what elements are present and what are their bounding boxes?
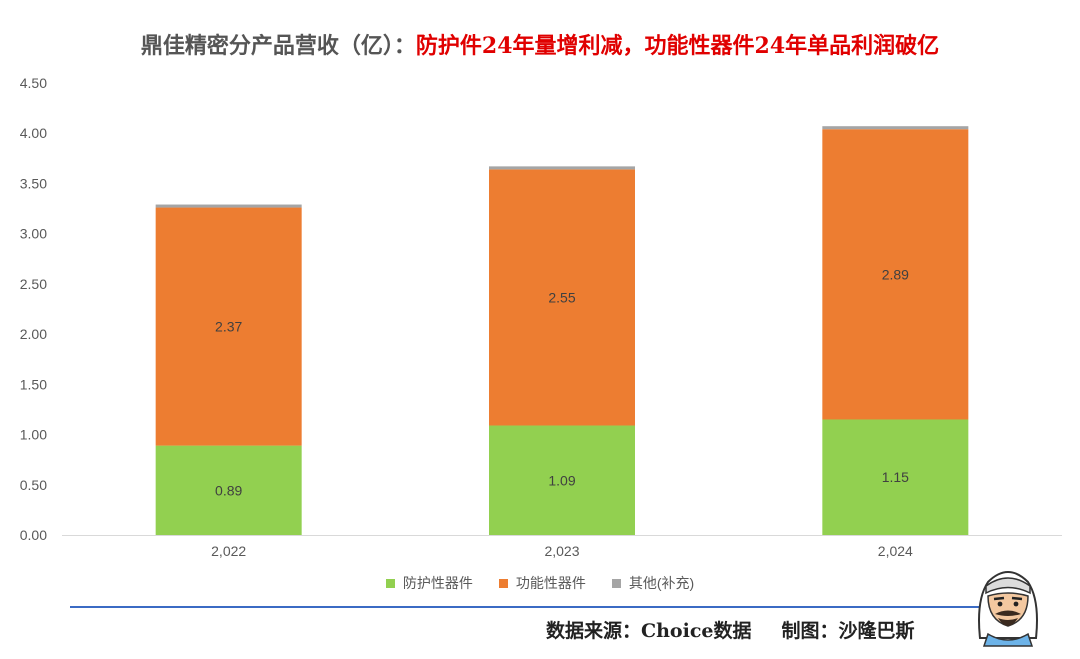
legend-swatch	[498, 578, 508, 588]
bar-segment	[489, 166, 635, 170]
legend-label: 功能性器件	[515, 575, 586, 591]
bar-segment	[155, 204, 302, 208]
chart-title-highlight: 防护件24年量增利减，功能性器件24年单品利润破亿	[415, 33, 940, 59]
footer-divider	[70, 606, 980, 608]
bar-segment	[155, 445, 302, 535]
y-tick-label: 4.00	[20, 125, 47, 141]
y-tick-label: 0.00	[20, 527, 47, 543]
y-tick-label: 4.50	[20, 75, 47, 91]
chart-title: 鼎佳精密分产品营收（亿）：防护件24年量增利减，功能性器件24年单品利润破亿	[0, 28, 1080, 60]
bar-segment	[489, 169, 635, 426]
bar-segment	[822, 129, 969, 420]
bar-segment	[155, 207, 302, 446]
legend-item: 防护性器件	[385, 573, 473, 593]
data-label: 1.15	[882, 469, 909, 485]
bar-segment	[822, 419, 969, 535]
stacked-bar-chart: 0.00 0.50 1.00 1.50 2.00 2.50 3.00 3.50 4.00 4.50…	[20, 75, 1062, 559]
bar-segment	[822, 126, 969, 130]
data-label: 2.55	[548, 289, 575, 305]
bar-group: 0.89 2.37 1.09 2.55 1.15 2.89	[155, 126, 969, 535]
y-tick-label: 1.00	[20, 427, 47, 443]
x-axis: 2,022 2,023 2,024	[62, 535, 1062, 559]
mascot-avatar	[978, 571, 1038, 647]
y-tick-label: 2.00	[20, 326, 47, 342]
bar-segment	[489, 425, 635, 535]
legend-label: 防护性器件	[402, 575, 473, 591]
y-tick-label: 1.50	[20, 376, 47, 392]
data-label: 2.37	[215, 319, 242, 335]
data-label: 0.89	[215, 482, 242, 498]
legend-label: 其他(补充)	[628, 575, 695, 591]
x-tick-label: 2,024	[878, 543, 913, 559]
data-label: 1.09	[548, 472, 575, 488]
chart-title-lead: 鼎佳精密分产品营收（亿）：	[140, 33, 416, 59]
y-tick-label: 3.50	[20, 175, 47, 191]
y-tick-label: 3.00	[20, 226, 47, 242]
legend-swatch	[611, 578, 621, 588]
data-label: 2.89	[882, 266, 909, 282]
y-tick-label: 0.50	[20, 477, 47, 493]
x-tick-label: 2,022	[211, 543, 246, 559]
legend-swatch	[385, 578, 395, 588]
x-tick-label: 2,023	[544, 543, 579, 559]
legend-item: 功能性器件	[498, 573, 586, 593]
legend: 防护性器件 功能性器件 其他(补充)	[0, 573, 1080, 593]
chart-author: 制图：沙隆巴斯	[781, 620, 915, 642]
footer: 数据来源：Choice数据 制图：沙隆巴斯	[546, 616, 915, 643]
legend-item: 其他(补充)	[611, 573, 695, 593]
data-source: 数据来源：Choice数据	[546, 620, 752, 642]
y-axis: 0.00 0.50 1.00 1.50 2.00 2.50 3.00 3.50 4.00 4.50	[20, 75, 47, 543]
y-tick-label: 2.50	[20, 276, 47, 292]
